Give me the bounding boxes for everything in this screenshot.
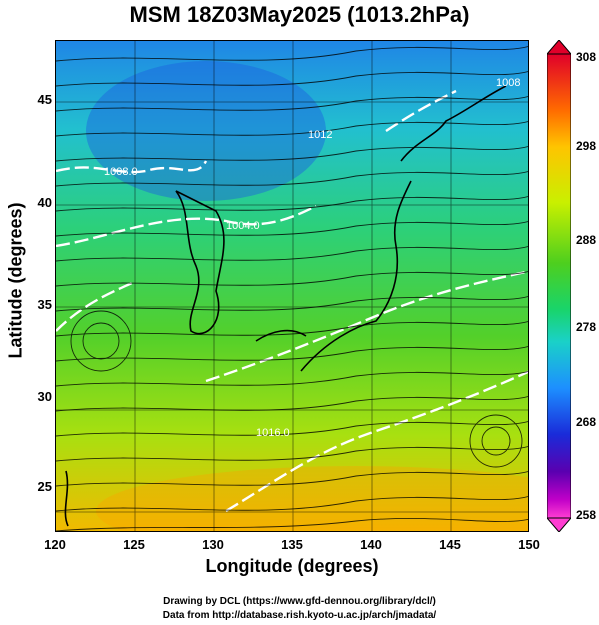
cold-pool	[86, 61, 326, 201]
y-tick-label: 30	[37, 389, 52, 404]
x-tick-label: 135	[281, 537, 303, 552]
colorbar-tick: 278	[576, 320, 597, 334]
contour-label: 1008	[496, 77, 520, 89]
isobars	[56, 89, 528, 513]
colorbar-tick: 288	[576, 233, 597, 247]
y-tick-label: 35	[37, 297, 52, 312]
colorbar-top-arrow	[547, 40, 571, 55]
x-tick-label: 140	[360, 537, 382, 552]
credit-drawing: Drawing by DCL (https://www.gfd-dennou.o…	[163, 596, 436, 607]
credit-data: Data from http://database.rish.kyoto-u.a…	[162, 610, 437, 621]
x-tick-label: 130	[202, 537, 224, 552]
contour-labels: 1008.0 1004.0 1016.0 1012 1008	[104, 77, 520, 439]
x-tick-label: 125	[123, 537, 145, 552]
chart-title: MSM 18Z03May2025 (1013.2hPa)	[129, 2, 470, 27]
y-tick-label: 45	[37, 92, 52, 107]
x-tick-label: 120	[44, 537, 66, 552]
x-axis-label: Longitude (degrees)	[205, 556, 379, 576]
y-axis-label: Latitude (degrees)	[5, 202, 26, 359]
streamlines	[56, 46, 528, 531]
contour-label: 1008.0	[104, 166, 138, 178]
warm-region	[96, 466, 528, 531]
y-tick-label: 25	[37, 479, 52, 494]
contour-label: 1004.0	[226, 220, 260, 232]
colorbar	[547, 40, 571, 532]
map-plot-area: 1008.0 1004.0 1016.0 1012 1008	[55, 40, 529, 532]
contour-label: 1016.0	[256, 427, 290, 439]
colorbar-tick: 308	[576, 50, 597, 64]
map-svg: 1008.0 1004.0 1016.0 1012 1008	[56, 41, 528, 531]
x-tick-label: 145	[439, 537, 461, 552]
colorbar-tick: 258	[576, 508, 597, 522]
contour-label: 1012	[308, 129, 332, 141]
coastlines	[64, 85, 507, 527]
colorbar-body	[547, 53, 571, 519]
colorbar-bottom-arrow	[547, 517, 571, 532]
colorbar-tick: 268	[576, 415, 597, 429]
y-tick-label: 40	[37, 195, 52, 210]
colorbar-tick: 298	[576, 139, 597, 153]
x-tick-label: 150	[518, 537, 540, 552]
